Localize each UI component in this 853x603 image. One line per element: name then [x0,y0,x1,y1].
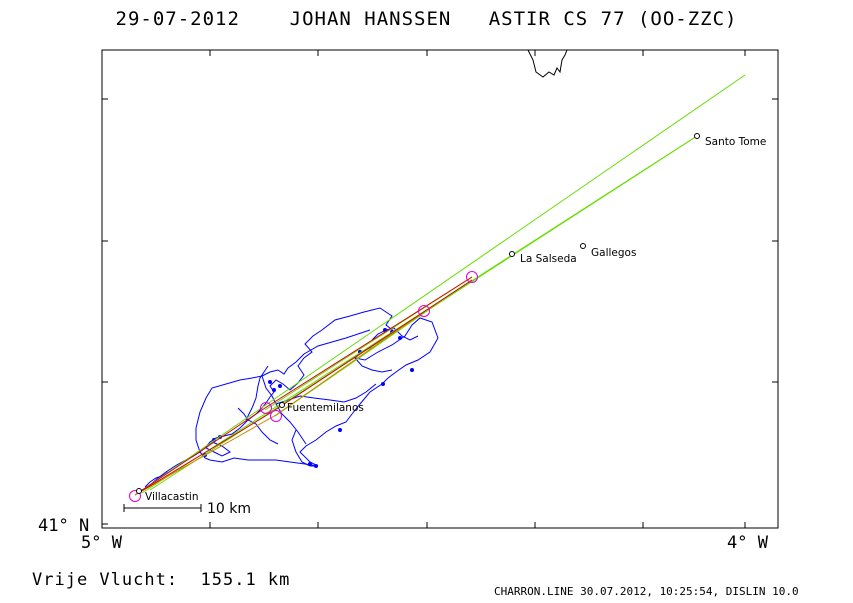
turnpoints [129,271,478,502]
longitude-left-label: 5° W [81,533,122,553]
footer-credit: CHARRON.LINE 30.07.2012, 10:25:54, DISLI… [494,585,799,598]
place-markers [136,133,700,494]
latitude-label: 41° N [38,516,90,536]
turnpoint-fuentemilanos-2 [270,410,282,422]
turnpoint-fuentemilanos-1 [260,402,272,414]
label-fuentemilanos: Fuentemilanos [287,402,364,414]
turnpoint-start [129,490,141,502]
scale-bar [123,504,202,512]
free-flight-distance: Vrije Vlucht: 155.1 km [32,570,291,590]
pilot-name: JOHAN HANSSEN [289,8,452,30]
flight-title: 29-07-2012 JOHAN HANSSEN ASTIR CS 77 (OO… [0,8,853,30]
longitude-right-label: 4° W [727,533,768,553]
glider-name: ASTIR CS 77 (OO-ZZC) [488,8,738,30]
label-villacastin: Villacastin [145,491,199,503]
marker-villacastin [136,488,142,494]
flight-date: 29-07-2012 [115,8,240,30]
scale-label: 10 km [207,501,251,517]
map-frame [101,49,779,529]
task-legs [134,74,746,496]
marker-santo-tome [694,133,700,139]
label-santo-tome: Santo Tome [705,136,766,148]
turnpoint-east-1 [418,305,430,317]
label-gallegos: Gallegos [591,247,636,259]
axis-ticks [102,50,778,528]
turnpoint-east-2 [466,271,478,283]
label-la-salseda: La Salseda [520,253,577,265]
marker-fuentemilanos [279,402,285,408]
marker-la-salseda [509,251,515,257]
track-fixes [203,328,414,468]
border-outline [527,49,568,78]
marker-gallegos [580,243,586,249]
